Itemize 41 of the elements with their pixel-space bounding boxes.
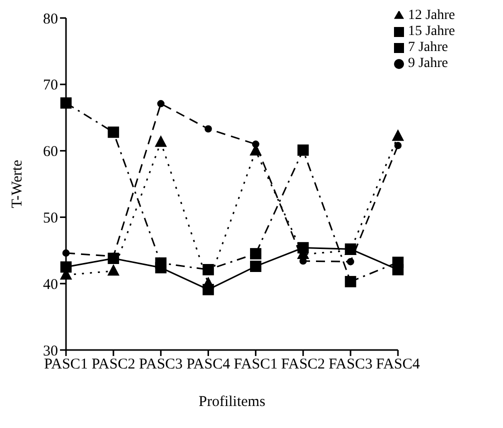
x-axis-title: Profilitems [198, 394, 266, 410]
y-tick-label: 70 [43, 78, 58, 94]
legend-label: 12 Jahre [408, 8, 455, 23]
point [297, 144, 309, 156]
x-tick-label: PASC2 [92, 356, 136, 373]
x-tick-label: PASC3 [139, 356, 183, 373]
y-tick-label: 80 [43, 11, 58, 28]
point [108, 252, 120, 264]
point [394, 142, 402, 150]
point [344, 276, 356, 288]
point [250, 260, 262, 272]
point [204, 125, 212, 133]
x-tick-label: FASC4 [376, 356, 420, 373]
y-tick-label: 30 [43, 343, 58, 360]
point [108, 126, 120, 138]
y-tick-label: 50 [43, 210, 58, 227]
y-tick-label: 40 [43, 276, 58, 293]
point [392, 130, 404, 141]
point [250, 248, 262, 260]
x-tick-label: PASC1 [44, 356, 88, 373]
point [297, 242, 309, 254]
point [392, 264, 404, 276]
point [108, 264, 120, 276]
point [202, 264, 214, 276]
point [60, 97, 72, 109]
point [155, 262, 166, 274]
x-tick-label: PASC4 [186, 356, 231, 373]
point [62, 249, 70, 257]
point [346, 258, 354, 266]
point [155, 136, 166, 147]
x-tick-label: FASC2 [281, 356, 326, 373]
x-tick-label: FASC1 [234, 356, 278, 373]
legend-label: 9 Jahre [408, 56, 448, 71]
point [202, 284, 214, 296]
y-tick-label: 60 [43, 144, 58, 160]
point [157, 100, 164, 108]
point [60, 261, 72, 273]
legend-label: 15 Jahre [408, 24, 455, 39]
x-tick-label: FASC3 [328, 356, 372, 373]
legend-label: 7 Jahre [408, 40, 448, 55]
y-axis-title: T-Werte [9, 160, 26, 208]
